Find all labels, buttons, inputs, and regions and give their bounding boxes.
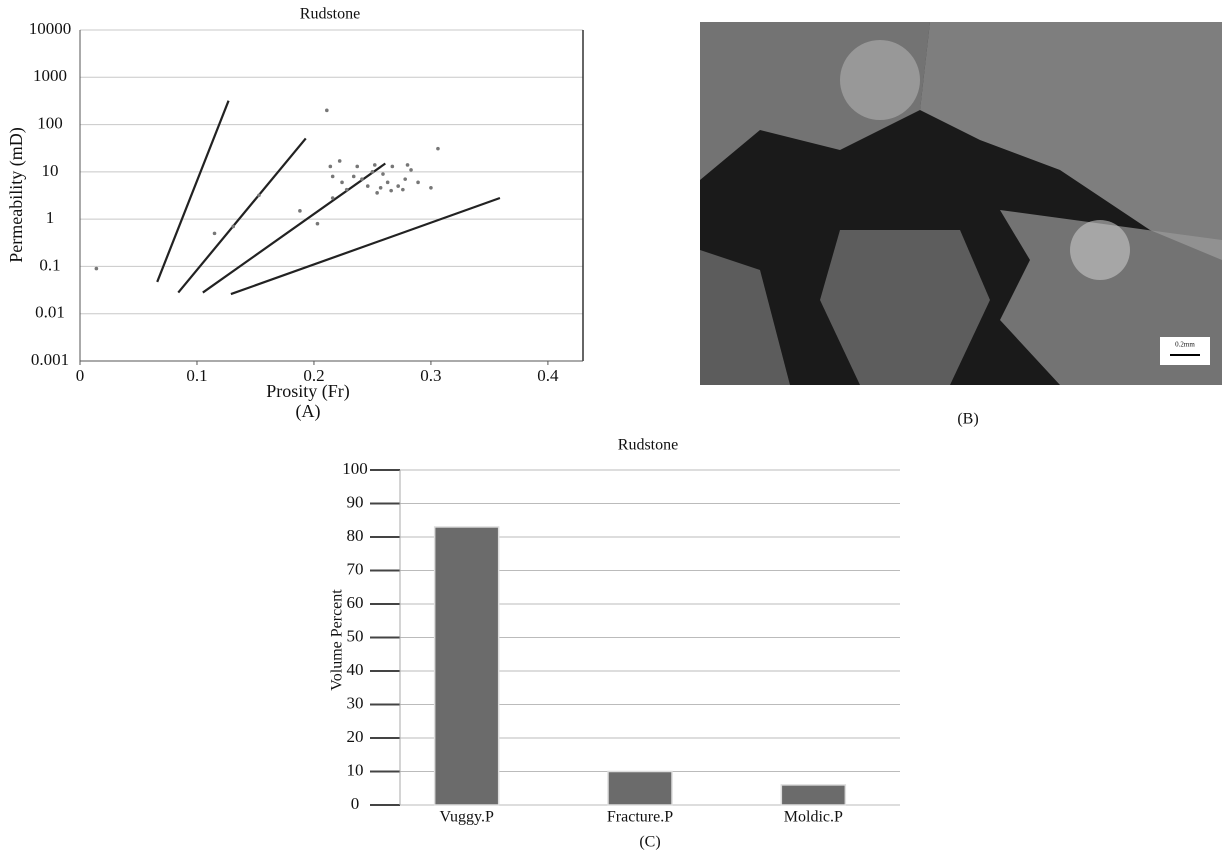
- data-point: [373, 163, 377, 167]
- x-tick-label: Vuggy.P: [439, 809, 494, 826]
- data-point: [406, 163, 410, 167]
- y-tick-label: 10000: [29, 19, 72, 38]
- y-tick-label: 0.01: [35, 303, 65, 322]
- data-point: [381, 172, 385, 176]
- y-tick-label: 10: [42, 161, 59, 180]
- data-point: [231, 225, 235, 229]
- y-tick-label: 100: [342, 459, 368, 478]
- trend-line: [231, 198, 500, 294]
- chart-title: Rudstone: [618, 437, 678, 454]
- y-tick-label: 70: [347, 559, 364, 578]
- data-point: [366, 184, 370, 188]
- data-point: [386, 181, 390, 185]
- data-point: [429, 186, 433, 190]
- data-point: [329, 165, 333, 169]
- data-point: [352, 175, 356, 179]
- x-tick-label: 0.1: [186, 366, 207, 385]
- x-tick-label: 0.4: [537, 366, 559, 385]
- y-tick-label: 0: [351, 794, 360, 813]
- y-tick-label: 20: [347, 727, 364, 746]
- data-point: [396, 184, 400, 188]
- data-point: [391, 165, 395, 169]
- x-tick-label: Moldic.P: [784, 809, 843, 826]
- data-point: [416, 181, 420, 185]
- x-tick-label: 0.2: [303, 366, 324, 385]
- data-point: [379, 186, 383, 190]
- data-point: [360, 177, 364, 181]
- data-point: [436, 147, 440, 151]
- data-point: [331, 175, 335, 179]
- y-tick-label: 1000: [33, 66, 67, 85]
- trend-line: [157, 101, 228, 282]
- chart-title: Rudstone: [300, 6, 360, 23]
- x-tick-label: 0.3: [420, 366, 441, 385]
- y-tick-label: 90: [347, 492, 364, 511]
- y-tick-label: 100: [37, 113, 63, 132]
- y-tick-label: 10: [347, 760, 364, 779]
- data-point: [409, 168, 413, 172]
- data-point: [257, 193, 261, 197]
- y-tick-label: 0.1: [39, 255, 60, 274]
- data-point: [371, 170, 375, 174]
- y-axis-label: Permeability (mD): [6, 127, 27, 262]
- micrograph: 0.2mm: [700, 22, 1222, 385]
- y-axis-label: Volume Percent: [329, 589, 346, 691]
- y-tick-label: 80: [347, 526, 364, 545]
- data-point: [340, 181, 344, 185]
- data-point: [403, 177, 407, 181]
- data-point: [355, 165, 359, 169]
- y-tick-label: 50: [347, 626, 364, 645]
- data-point: [325, 109, 329, 113]
- data-point: [338, 159, 342, 163]
- data-point: [401, 188, 405, 192]
- panel-caption: (A): [296, 401, 321, 422]
- x-tick-label: Fracture.P: [607, 809, 673, 826]
- figure: 0.2mm (B) Rudstone Prosity (Fr) (A) Perm…: [0, 0, 1227, 854]
- bar: [608, 772, 672, 806]
- trend-line: [178, 138, 306, 292]
- panel-caption: (C): [639, 834, 660, 851]
- data-point: [213, 232, 217, 236]
- data-point: [389, 189, 393, 193]
- data-point: [316, 222, 320, 226]
- panel-caption: (B): [957, 411, 978, 428]
- data-point: [95, 267, 99, 271]
- data-point: [331, 196, 335, 200]
- x-tick-label: 0: [76, 366, 85, 385]
- bar: [781, 785, 845, 805]
- y-tick-label: 0.001: [31, 350, 69, 369]
- data-point: [298, 209, 302, 213]
- y-tick-label: 30: [347, 693, 364, 712]
- y-tick-label: 40: [347, 660, 364, 679]
- y-tick-label: 1: [46, 208, 55, 227]
- bar: [435, 527, 499, 805]
- data-point: [345, 188, 349, 192]
- data-point: [375, 191, 379, 195]
- scale-bar-label: 0.2mm: [1175, 341, 1195, 349]
- y-tick-label: 60: [347, 593, 364, 612]
